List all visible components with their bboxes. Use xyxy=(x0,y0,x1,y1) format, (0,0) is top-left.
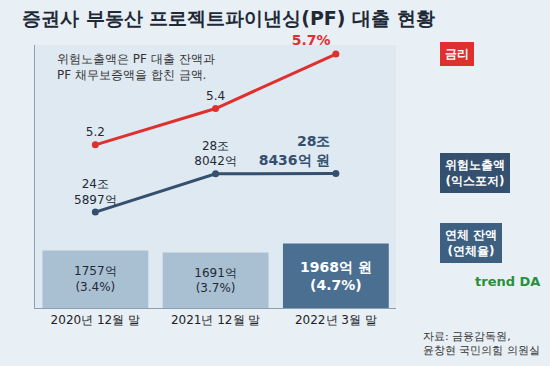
svg-text:금리: 금리 xyxy=(445,47,469,61)
svg-text:5.2: 5.2 xyxy=(86,125,105,139)
svg-text:2021년 12월 말: 2021년 12월 말 xyxy=(171,313,260,327)
svg-text:2022년 3월 말: 2022년 3월 말 xyxy=(295,313,377,327)
svg-text:자료: 금융감독원,윤창현 국민의힘 의원실: 자료: 금융감독원,윤창현 국민의힘 의원실 xyxy=(423,330,540,357)
svg-text:5.4: 5.4 xyxy=(206,89,225,103)
svg-text:증권사 부동산 프로젝트파이낸싱(PF) 대출 현황: 증권사 부동산 프로젝트파이낸싱(PF) 대출 현황 xyxy=(22,7,435,29)
svg-text:2020년 12월 말: 2020년 12월 말 xyxy=(51,313,140,327)
svg-text:trend DA: trend DA xyxy=(475,274,540,289)
svg-text:28조8436억 원: 28조8436억 원 xyxy=(259,133,331,167)
svg-text:24조5897억: 24조5897억 xyxy=(74,177,117,207)
svg-text:1757억(3.4%): 1757억(3.4%) xyxy=(74,264,117,294)
svg-text:28조8042억: 28조8042억 xyxy=(194,139,237,169)
svg-text:위험노출액은 PF 대출 잔액과PF 채무보증액을 합친 금: 위험노출액은 PF 대출 잔액과PF 채무보증액을 합친 금액. xyxy=(57,52,215,82)
svg-text:1968억 원(4.7%): 1968억 원(4.7%) xyxy=(300,259,372,293)
svg-text:위험노출액(익스포저): 위험노출액(익스포저) xyxy=(445,158,505,188)
svg-text:5.7%: 5.7% xyxy=(292,32,331,48)
svg-text:연체 잔액(연체율): 연체 잔액(연체율) xyxy=(445,228,497,258)
svg-text:1691억(3.7%): 1691억(3.7%) xyxy=(194,266,237,296)
